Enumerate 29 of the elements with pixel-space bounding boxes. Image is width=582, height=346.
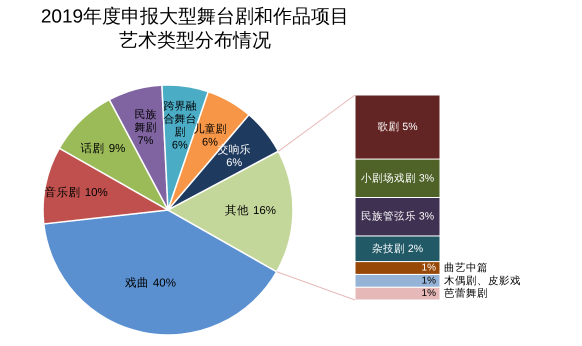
data-label: 7%: [137, 135, 154, 148]
data-label: 1%: [422, 288, 436, 300]
data-label: 6%: [172, 139, 188, 152]
series-label: 曲艺中篇: [444, 260, 488, 274]
series-label: 小剧场戏剧: [360, 171, 416, 184]
data-label: 40%: [152, 277, 176, 290]
data-label: 2%: [408, 242, 424, 255]
slice-label: 话剧: [80, 142, 105, 156]
data-label: 3%: [418, 210, 434, 223]
series-label: 杂技剧: [372, 242, 405, 255]
chart-subtitle: 艺术类型分布情况: [119, 30, 271, 52]
slice-label: 戏曲: [124, 276, 149, 290]
data-label: 6%: [226, 157, 242, 170]
data-label: 10%: [84, 186, 108, 199]
data-label: 3%: [418, 172, 434, 184]
series-label: 歌剧: [377, 121, 400, 134]
slice-label: 其他: [224, 204, 249, 218]
data-label: 9%: [108, 143, 126, 156]
series-label: 芭蕾舞剧: [444, 286, 488, 300]
slice-label: 民族舞剧: [134, 108, 156, 134]
data-label: 6%: [202, 136, 218, 149]
slice-label: 音乐剧: [44, 184, 81, 199]
data-label: 1%: [422, 262, 436, 274]
data-label: 16%: [252, 205, 276, 218]
series-label: 木偶剧、皮影戏: [444, 274, 521, 287]
chart-title: 2019年度申报大型舞台剧和作品项目: [40, 6, 350, 28]
series-label: 民族管弦乐: [360, 210, 416, 223]
data-label: 5%: [402, 121, 418, 134]
data-label: 1%: [422, 275, 436, 286]
